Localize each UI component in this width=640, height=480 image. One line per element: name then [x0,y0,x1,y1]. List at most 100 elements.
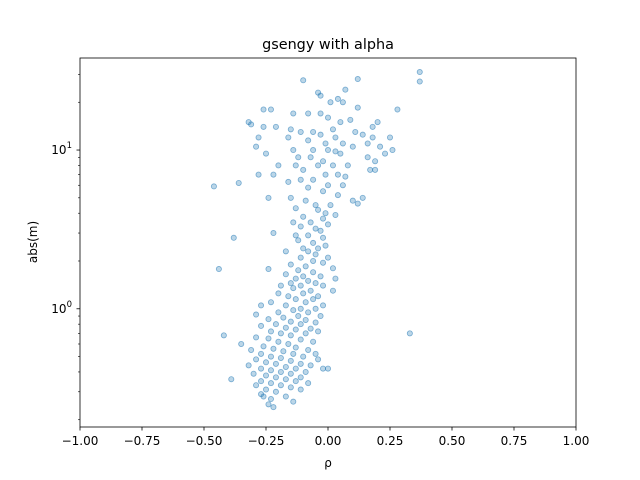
data-point [210,183,217,190]
data-point [295,154,302,161]
data-point [270,404,277,411]
data-point [372,166,379,173]
data-point [258,378,265,385]
data-point [275,162,282,169]
data-point [290,219,297,226]
x-tick-label: 0.25 [377,434,404,448]
data-point [267,106,274,113]
y-tick-label-exponent: 0 [67,300,72,310]
data-point [315,356,322,363]
data-point [253,143,260,150]
x-tick-label: −1.00 [62,434,99,448]
data-point [272,123,279,130]
y-tick-label: 101 [51,141,72,157]
data-point [272,360,279,367]
data-point [300,77,307,84]
data-point [292,296,299,303]
data-point [334,95,341,102]
data-point [285,340,292,347]
data-point [302,197,309,204]
data-point [285,293,292,300]
data-point [272,374,279,381]
data-point [282,271,289,278]
data-point [265,401,272,408]
data-point [305,309,312,316]
data-point [270,171,277,178]
data-point [337,150,344,157]
data-point [277,282,284,289]
data-point [277,368,284,375]
x-tick-label: 0.00 [315,434,342,448]
data-point [320,282,327,289]
data-point [354,104,361,111]
data-point [359,194,366,201]
data-point [305,277,312,284]
data-point [277,382,284,389]
data-point [329,287,336,294]
data-point [317,131,324,138]
data-point [297,386,304,393]
data-point [280,348,287,355]
data-point [332,148,339,155]
data-point [295,267,302,274]
data-point [315,293,322,300]
data-point [292,344,299,351]
data-point [324,147,331,154]
data-point [374,119,381,126]
data-point [300,273,307,280]
data-point [297,176,304,183]
data-point [297,360,304,367]
data-point [307,219,314,226]
data-point [275,338,282,345]
data-point [295,237,302,244]
data-point [262,386,269,393]
data-point [310,239,317,246]
data-point [282,393,289,400]
data-point [285,178,292,185]
x-tick-label: −0.25 [248,434,285,448]
data-point [305,380,312,387]
data-point [334,171,341,178]
x-axis-label: ρ [324,456,332,470]
data-point [312,251,319,258]
data-point [324,365,331,372]
data-point [332,134,339,141]
x-tick-label: 0.50 [439,434,466,448]
data-point [297,321,304,328]
data-point [267,367,274,374]
data-point [416,78,423,85]
data-point [332,275,339,282]
data-point [342,173,349,180]
chart-title: gsengy with alpha [262,37,394,53]
data-point [302,316,309,323]
data-point [220,332,227,339]
data-point [320,158,327,165]
data-point [382,150,389,157]
data-point [317,110,324,117]
x-tick-label: 0.75 [501,434,528,448]
y-axis-label: abs(m) [26,221,40,263]
data-point [320,188,327,195]
data-point [307,287,314,294]
data-point [394,106,401,113]
data-point [235,179,242,186]
data-point [280,314,287,321]
data-point [300,245,307,252]
data-point [310,338,317,345]
data-point [315,245,322,252]
data-point [255,171,262,178]
data-point [253,334,260,341]
data-point [265,194,272,201]
data-point [228,376,235,383]
data-point [359,131,366,138]
data-point [312,305,319,312]
data-point [253,311,260,318]
data-point [215,266,222,273]
data-point [317,92,324,99]
data-point [287,280,294,287]
data-point [307,362,314,369]
data-point [245,362,252,369]
data-point [248,346,255,353]
data-point [344,162,351,169]
